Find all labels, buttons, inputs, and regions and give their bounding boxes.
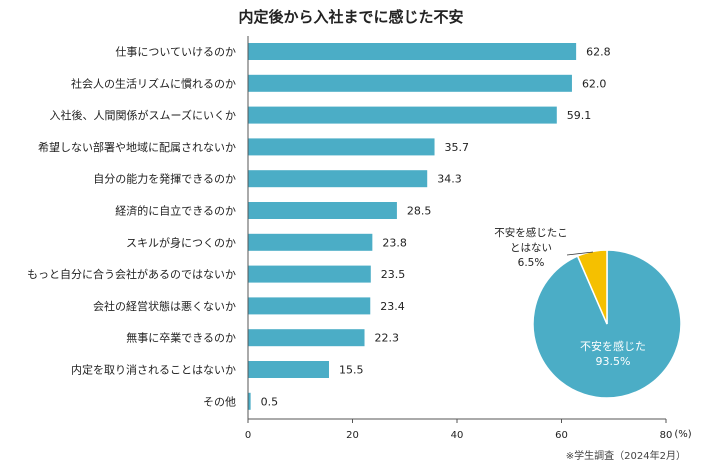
value-label: 28.5 bbox=[407, 205, 432, 218]
source-note: ※学生調査（2024年2月） bbox=[565, 451, 686, 462]
bar bbox=[248, 170, 428, 188]
bar bbox=[248, 202, 397, 219]
value-label: 62.8 bbox=[586, 46, 611, 59]
chart-title: 内定後から入社までに感じた不安 bbox=[238, 8, 464, 26]
bar bbox=[248, 392, 251, 410]
category-label: 入社後、人間関係がスムーズにいくか bbox=[50, 108, 236, 122]
x-axis-unit: (%) bbox=[674, 429, 691, 440]
category-label: もっと自分に合う会社があるのではないか bbox=[27, 267, 236, 281]
x-tick-label: 40 bbox=[451, 430, 464, 441]
x-tick-label: 20 bbox=[346, 430, 359, 441]
pie-slice bbox=[576, 249, 608, 325]
category-label: 仕事についていけるのか bbox=[115, 46, 236, 59]
category-label: 会社の経営状態は悪くないか bbox=[93, 299, 236, 313]
category-label: スキルが身につくのか bbox=[126, 235, 236, 249]
pie-value-label: 93.5% bbox=[596, 355, 631, 368]
bar bbox=[248, 74, 572, 92]
bar bbox=[248, 329, 365, 347]
value-label: 34.3 bbox=[437, 173, 462, 186]
value-label: 59.1 bbox=[567, 109, 592, 122]
x-tick-label: 0 bbox=[245, 430, 251, 441]
bar bbox=[248, 361, 329, 378]
value-label: 23.8 bbox=[382, 236, 407, 249]
category-label: その他 bbox=[203, 395, 236, 408]
category-label: 社会人の生活リズムに慣れるのか bbox=[71, 76, 236, 90]
value-label: 62.0 bbox=[582, 77, 607, 90]
bar bbox=[248, 138, 435, 156]
category-label: 無事に卒業できるのか bbox=[126, 331, 236, 345]
value-label: 35.7 bbox=[445, 141, 470, 154]
value-label: 23.5 bbox=[381, 268, 406, 281]
category-label: 内定を取り消されることはないか bbox=[71, 363, 236, 377]
bar bbox=[248, 265, 371, 283]
pie-label: 不安を感じた bbox=[580, 339, 646, 353]
category-label: 希望しない部署や地域に配属されないか bbox=[38, 140, 236, 154]
category-label: 経済的に自立できるのか bbox=[115, 204, 236, 218]
bar bbox=[248, 43, 577, 60]
x-tick-label: 60 bbox=[555, 430, 568, 441]
bar bbox=[248, 233, 373, 251]
pie-label: とはない bbox=[510, 242, 552, 254]
pie-label: 不安を感じたこ bbox=[494, 226, 568, 239]
bar bbox=[248, 106, 557, 124]
bar bbox=[248, 297, 371, 315]
value-label: 15.5 bbox=[339, 364, 364, 377]
pie-value-label: 6.5% bbox=[518, 257, 545, 269]
value-label: 22.3 bbox=[375, 332, 400, 345]
value-label: 23.4 bbox=[380, 300, 405, 313]
category-label: 自分の能力を発揮できるのか bbox=[93, 172, 236, 186]
x-tick-label: 80 bbox=[660, 430, 673, 441]
value-label: 0.5 bbox=[261, 395, 279, 408]
pie-leader-line bbox=[566, 251, 594, 256]
